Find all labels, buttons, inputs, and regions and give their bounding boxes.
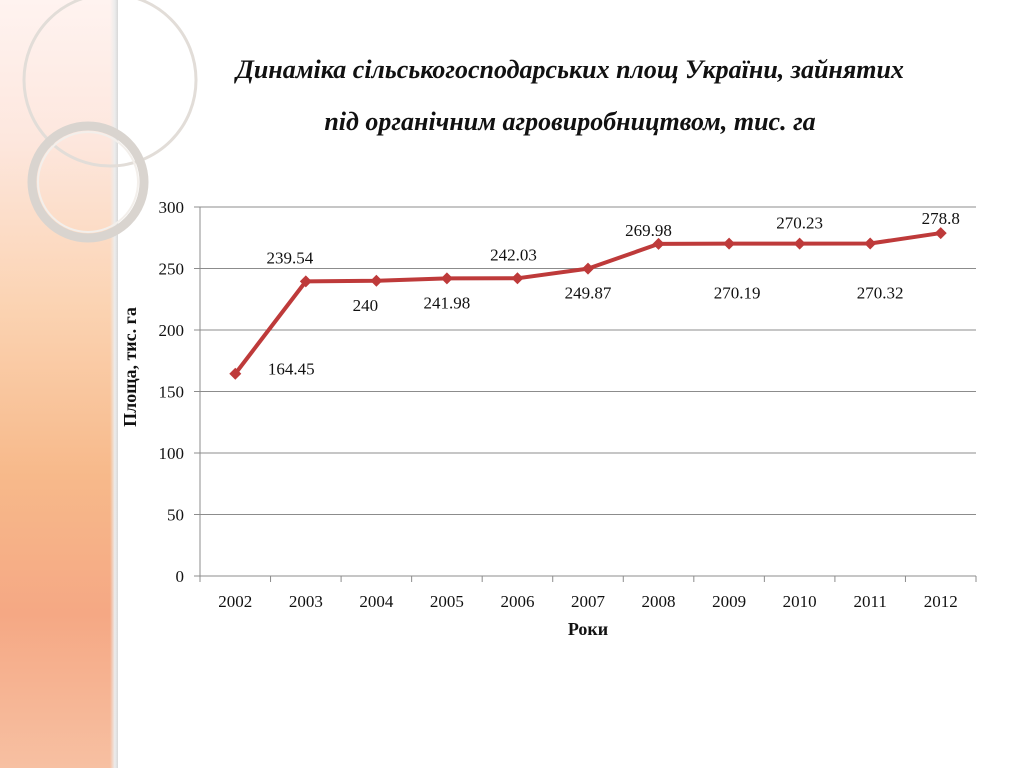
data-point-marker (511, 272, 524, 285)
x-tick-label: 2006 (500, 592, 534, 611)
x-tick-label: 2005 (430, 592, 464, 611)
data-point-marker (723, 237, 736, 250)
chart-title: Динаміка сільськогосподарських площ Укра… (130, 44, 1010, 148)
x-tick-label: 2010 (783, 592, 817, 611)
x-tick-label: 2011 (853, 592, 886, 611)
x-tick-label: 2007 (571, 592, 606, 611)
axes (194, 206, 977, 582)
data-point-marker (864, 237, 877, 250)
data-label: 278.8 (922, 209, 960, 228)
x-tick-label: 2012 (924, 592, 958, 611)
gridlines (200, 206, 976, 515)
x-axis-title: Роки (568, 619, 608, 639)
chart-title-line-2: під органічним агровиробництвом, тис. га (324, 107, 816, 136)
data-label: 270.19 (714, 284, 761, 303)
data-label: 164.45 (268, 360, 315, 379)
y-tick-label: 300 (159, 198, 185, 217)
x-tick-label: 2002 (218, 592, 252, 611)
data-label: 240 (353, 296, 379, 315)
data-label: 249.87 (565, 284, 612, 303)
data-label: 241.98 (424, 293, 471, 312)
decorative-ring-small (27, 121, 149, 243)
data-point-marker (370, 274, 383, 287)
y-tick-labels: 0 50 100 150 200 250 300 (159, 198, 185, 586)
y-tick-label: 150 (159, 383, 185, 402)
y-tick-label: 100 (159, 444, 185, 463)
y-tick-label: 200 (159, 321, 185, 340)
data-point-marker (652, 237, 665, 250)
x-tick-label: 2008 (642, 592, 676, 611)
y-axis-title: Площа, тис. га (120, 307, 140, 427)
data-label: 239.54 (266, 248, 313, 267)
x-tick-label: 2003 (289, 592, 323, 611)
x-tick-label: 2004 (359, 592, 394, 611)
data-point-marker (793, 237, 806, 250)
y-tick-label: 250 (159, 260, 185, 279)
decorative-ring-large (22, 0, 198, 168)
data-point-marker (934, 227, 947, 240)
series-line (229, 227, 947, 380)
x-tick-labels: 2002 2003 2004 2005 2006 2007 2008 2009 2010 2011… (218, 592, 957, 611)
x-tick-label: 2009 (712, 592, 746, 611)
series-line-path (233, 231, 943, 376)
data-point-marker (582, 262, 594, 275)
y-tick-label: 50 (167, 506, 184, 525)
data-label: 242.03 (490, 245, 537, 264)
y-tick-label: 0 (176, 567, 185, 586)
data-label: 270.32 (857, 284, 904, 303)
chart-title-line-1: Динаміка сільськогосподарських площ Укра… (236, 55, 904, 84)
data-point-marker (440, 272, 453, 285)
data-point-marker (229, 367, 242, 380)
data-labels: 164.45 239.54 240 241.98 242.03 249.87 269.98 2… (266, 209, 959, 379)
data-label: 269.98 (625, 221, 672, 240)
data-point-marker (299, 275, 312, 288)
decorative-strip-edge (110, 0, 118, 768)
decorative-ring-small-inner (37, 131, 139, 233)
data-label: 270.23 (776, 214, 823, 233)
